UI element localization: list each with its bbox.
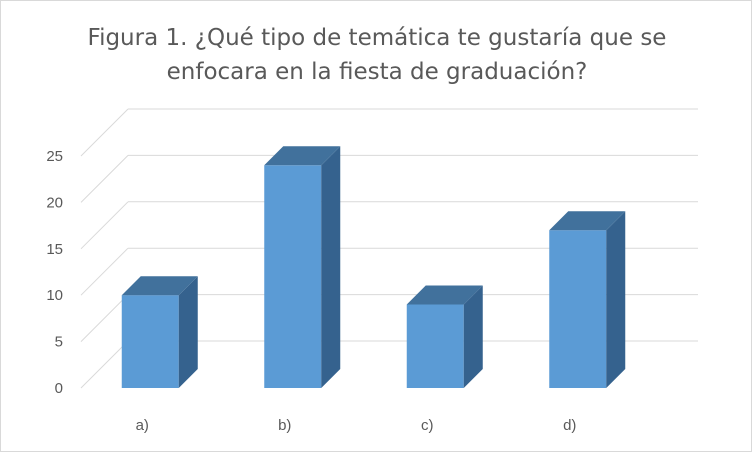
bar-side <box>463 285 483 388</box>
x-category-label: b) <box>278 417 291 434</box>
y-tick-label: 20 <box>46 194 63 211</box>
y-tick-label: 0 <box>55 380 63 397</box>
y-tick-label: 5 <box>55 334 63 351</box>
chart-title-line-1: Figura 1. ¿Qué tipo de temática te gusta… <box>87 25 667 51</box>
x-category-label: c) <box>421 417 434 434</box>
bar-top <box>549 211 626 231</box>
x-category-label: d) <box>563 417 576 434</box>
bar-top <box>121 276 198 296</box>
bar-front <box>406 304 464 388</box>
chart-title: Figura 1. ¿Qué tipo de temática te gusta… <box>1 21 752 89</box>
y-tick-label: 15 <box>46 241 63 258</box>
bar-top <box>264 146 341 166</box>
gridline-diagonal <box>80 108 129 157</box>
gridline-diagonal <box>80 155 129 203</box>
gridline-diagonal <box>80 294 129 342</box>
gridline-diagonal <box>80 247 129 296</box>
y-tick-label: 10 <box>46 287 63 304</box>
bar-top <box>406 285 483 305</box>
gridline-diagonal <box>80 201 129 250</box>
chart-title-line-2: enfocara en la fiesta de graduación? <box>166 59 588 85</box>
bar-side <box>321 146 341 388</box>
bar-front <box>549 230 607 388</box>
bar-side <box>178 276 198 388</box>
gridline-diagonal <box>80 340 129 389</box>
y-tick-label: 25 <box>46 148 63 165</box>
x-category-label: a) <box>136 417 149 434</box>
bar-front <box>121 295 179 388</box>
bar-side <box>606 211 626 388</box>
bar-front <box>264 165 322 388</box>
